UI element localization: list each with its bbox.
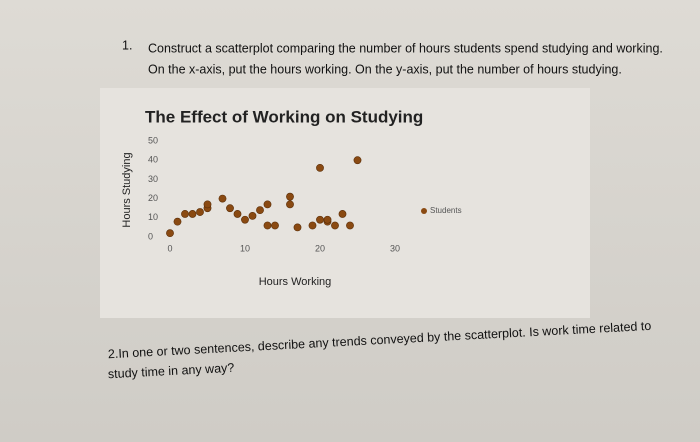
point bbox=[293, 223, 302, 232]
point bbox=[196, 208, 204, 216]
point bbox=[338, 210, 347, 218]
x-tick-label: 10 bbox=[240, 243, 250, 253]
y-tick-label: 50 bbox=[148, 135, 158, 145]
point bbox=[263, 221, 272, 230]
point bbox=[181, 210, 189, 218]
y-tick-label: 40 bbox=[148, 155, 158, 165]
legend-marker bbox=[421, 208, 427, 214]
y-tick-label: 10 bbox=[148, 212, 158, 222]
point bbox=[316, 215, 324, 224]
point bbox=[241, 215, 249, 224]
point bbox=[286, 200, 294, 209]
point bbox=[271, 221, 279, 230]
y-tick-label: 20 bbox=[148, 193, 158, 203]
question-text: 2.In one or two sentences, describe any … bbox=[108, 319, 652, 361]
point bbox=[263, 200, 272, 209]
chart-panel bbox=[100, 88, 590, 318]
point bbox=[166, 229, 174, 238]
point bbox=[188, 210, 197, 218]
point bbox=[323, 215, 332, 224]
point bbox=[226, 204, 234, 213]
point bbox=[316, 163, 324, 172]
question-text: study time in any way? bbox=[108, 361, 235, 382]
x-tick-label: 30 bbox=[390, 243, 400, 253]
y-tick-label: 0 bbox=[148, 231, 153, 241]
question-number: 1. bbox=[122, 38, 132, 52]
point bbox=[286, 192, 294, 201]
point bbox=[233, 210, 242, 218]
point bbox=[346, 221, 354, 230]
point bbox=[173, 217, 182, 226]
x-tick-label: 20 bbox=[315, 243, 325, 253]
point bbox=[256, 206, 264, 215]
chart-title: The Effect of Working on Studying bbox=[145, 107, 423, 126]
x-tick-label: 0 bbox=[167, 243, 172, 253]
point bbox=[203, 200, 212, 209]
point bbox=[218, 194, 227, 203]
point bbox=[331, 221, 339, 230]
point bbox=[248, 211, 257, 220]
y-axis-label: Hours Studying bbox=[121, 152, 133, 227]
question-text: Construct a scatterplot comparing the nu… bbox=[148, 41, 663, 55]
x-axis-label: Hours Working bbox=[259, 276, 332, 288]
point bbox=[353, 156, 362, 165]
y-tick-label: 30 bbox=[148, 174, 158, 184]
legend-label: Students bbox=[430, 206, 462, 215]
point bbox=[308, 221, 317, 230]
question-text: On the x-axis, put the hours working. On… bbox=[148, 62, 622, 76]
